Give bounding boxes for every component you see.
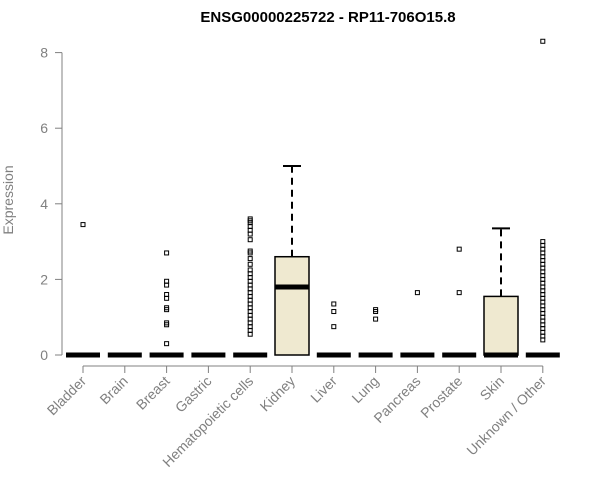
chart-title: ENSG00000225722 - RP11-706O15.8 <box>200 9 455 26</box>
y-axis-label: Expression <box>0 165 16 234</box>
outlier-point <box>331 301 337 307</box>
outlier-point <box>456 246 462 252</box>
outlier-point <box>373 316 379 322</box>
x-tick-label: Liver <box>307 373 340 406</box>
outlier-point <box>164 278 170 284</box>
outlier-point <box>164 341 170 347</box>
outlier-point <box>164 305 170 311</box>
outlier-point <box>247 216 253 222</box>
box-body <box>274 255 310 356</box>
x-tick-label: Kidney <box>257 373 299 415</box>
outlier-point <box>247 256 253 262</box>
box-pancreas <box>400 290 435 358</box>
outlier-point <box>456 290 462 296</box>
x-tick-label: Skin <box>477 373 508 404</box>
outlier-point <box>164 250 170 256</box>
box-lung <box>358 307 393 358</box>
outlier-point <box>164 320 170 326</box>
y-tick-label: 4 <box>40 196 48 212</box>
outlier-point <box>414 290 420 296</box>
outlier-point <box>247 248 253 254</box>
box-unknown-other <box>525 38 560 358</box>
outlier-point <box>247 237 253 243</box>
outlier-point <box>540 239 546 245</box>
box-kidney <box>274 165 310 356</box>
outlier-point <box>540 38 546 44</box>
outlier-point <box>164 292 170 298</box>
y-tick-label: 8 <box>40 45 48 61</box>
box-bladder <box>66 222 100 358</box>
y-tick-label: 0 <box>40 347 48 363</box>
outlier-point <box>80 222 86 228</box>
x-tick-label: Unknown / Other <box>463 373 549 459</box>
outlier-point <box>331 324 337 330</box>
box-body <box>483 295 519 356</box>
x-tick-label: Brain <box>96 373 130 407</box>
box-breast <box>149 250 184 358</box>
box-skin <box>483 227 519 358</box>
box-prostate <box>442 246 477 358</box>
boxes-group <box>66 38 560 358</box>
box-hematopoietic-cells <box>233 216 268 358</box>
box-liver <box>316 301 351 358</box>
y-tick-label: 6 <box>40 120 48 136</box>
outlier-point <box>247 261 253 267</box>
outlier-point <box>373 307 379 313</box>
x-tick-label: Bladder <box>44 373 90 419</box>
x-tick-label: Breast <box>133 373 173 413</box>
x-tick-label: Prostate <box>417 373 465 421</box>
y-axis: 0 2 4 6 8 <box>40 45 63 363</box>
outlier-point <box>331 309 337 315</box>
y-tick-label: 2 <box>40 271 48 287</box>
outlier-point <box>247 267 253 273</box>
x-tick-label: Lung <box>348 373 381 406</box>
